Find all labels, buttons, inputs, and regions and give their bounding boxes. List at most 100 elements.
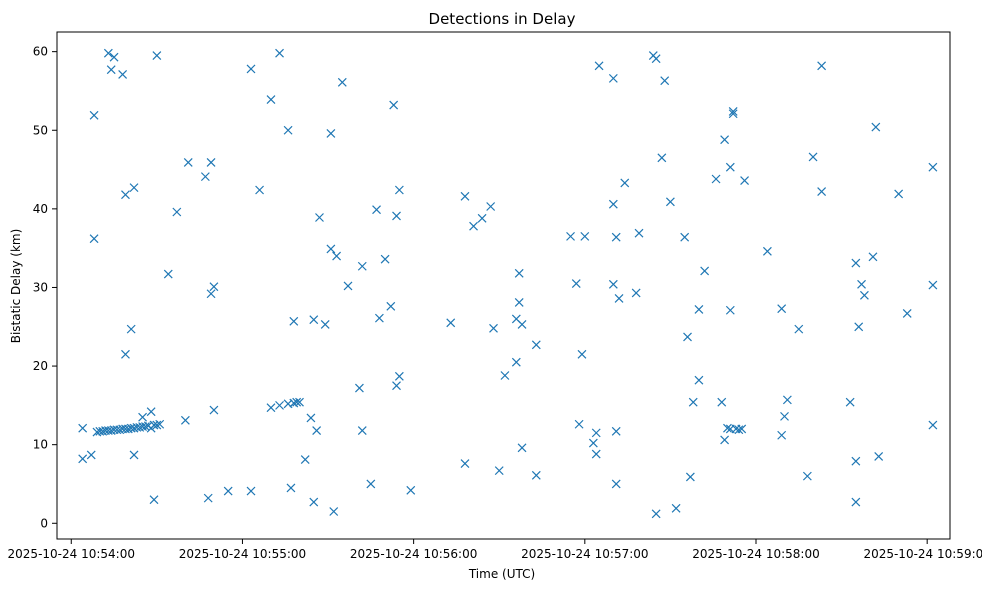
data-point	[357, 261, 367, 271]
data-point	[332, 251, 342, 261]
data-point	[155, 419, 165, 429]
data-point	[223, 486, 233, 496]
data-point	[246, 486, 256, 496]
data-point	[851, 456, 861, 466]
data-point	[680, 232, 690, 242]
data-point	[734, 425, 744, 435]
x-axis: 2025-10-24 10:54:00 2025-10-24 10:55:00 20…	[8, 539, 982, 561]
data-point	[200, 172, 210, 182]
data-point	[651, 509, 661, 519]
data-point	[206, 289, 216, 299]
data-point	[126, 324, 136, 334]
data-point	[717, 397, 727, 407]
data-point	[683, 332, 692, 342]
data-point	[469, 221, 478, 231]
data-point	[634, 228, 644, 238]
data-point	[386, 301, 396, 311]
data-point	[694, 375, 704, 385]
data-point	[571, 279, 581, 288]
data-point	[129, 450, 139, 460]
data-point	[392, 211, 401, 221]
data-point	[300, 455, 310, 465]
data-point	[928, 162, 938, 172]
data-point	[808, 152, 818, 162]
data-point	[720, 135, 730, 145]
data-point	[777, 430, 787, 440]
y-tick-label: 60	[33, 45, 48, 59]
data-point	[857, 279, 866, 289]
data-point	[685, 472, 695, 482]
data-point	[802, 471, 812, 481]
y-tick-label: 20	[33, 359, 48, 373]
data-point	[86, 450, 96, 460]
data-point	[762, 246, 772, 256]
data-point	[591, 428, 601, 438]
data-point	[329, 507, 339, 516]
data-point	[343, 281, 353, 291]
data-point	[728, 106, 738, 116]
data-point	[688, 397, 698, 407]
data-point	[588, 438, 598, 448]
data-point	[514, 297, 524, 307]
data-point	[902, 308, 912, 318]
data-point	[366, 479, 376, 489]
data-point	[129, 183, 139, 193]
data-point	[89, 110, 99, 120]
data-point	[89, 234, 99, 244]
data-point	[594, 61, 604, 71]
data-point	[794, 324, 804, 334]
data-point	[651, 54, 661, 64]
data-point	[266, 95, 276, 105]
data-point	[511, 357, 521, 367]
data-point	[608, 199, 618, 209]
data-point	[620, 178, 630, 188]
data-point	[460, 459, 470, 468]
data-point	[671, 503, 681, 513]
data-point	[289, 316, 299, 326]
data-point	[326, 128, 336, 138]
x-tick-label: 2025-10-24 10:54:00	[8, 547, 135, 561]
data-point	[608, 73, 618, 83]
data-point	[109, 52, 119, 62]
data-point	[372, 205, 381, 215]
data-point	[851, 258, 861, 268]
data-point	[149, 495, 159, 505]
data-point	[665, 197, 675, 207]
data-point	[283, 125, 293, 135]
data-point	[514, 268, 524, 278]
data-point	[608, 279, 618, 289]
data-point	[477, 213, 487, 223]
data-point	[354, 383, 364, 393]
data-point	[591, 449, 601, 459]
data-point	[394, 185, 404, 195]
data-point	[121, 190, 130, 200]
data-point	[295, 397, 304, 407]
x-tick-label: 2025-10-24 10:58:00	[692, 547, 819, 561]
data-point	[851, 497, 861, 507]
data-point	[326, 244, 336, 254]
data-point	[817, 187, 827, 196]
data-point	[146, 407, 156, 417]
data-point	[374, 313, 384, 323]
data-point	[486, 202, 496, 211]
data-point	[78, 454, 88, 464]
data-point	[928, 280, 938, 290]
data-point	[312, 426, 322, 435]
y-tick-label: 40	[33, 202, 48, 216]
data-point	[266, 403, 276, 413]
data-point	[315, 213, 324, 222]
data-point	[517, 443, 527, 453]
data-point	[871, 122, 881, 132]
x-axis-label: Time (UTC)	[468, 567, 535, 581]
data-point	[720, 435, 730, 445]
y-tick-label: 50	[33, 123, 48, 137]
data-point	[728, 109, 738, 119]
data-point	[694, 305, 704, 314]
data-point	[531, 340, 541, 350]
x-tick-label: 2025-10-24 10:59:00	[863, 547, 982, 561]
data-point	[103, 48, 113, 58]
data-point	[138, 412, 148, 422]
data-point	[777, 304, 787, 314]
data-point	[531, 470, 541, 480]
